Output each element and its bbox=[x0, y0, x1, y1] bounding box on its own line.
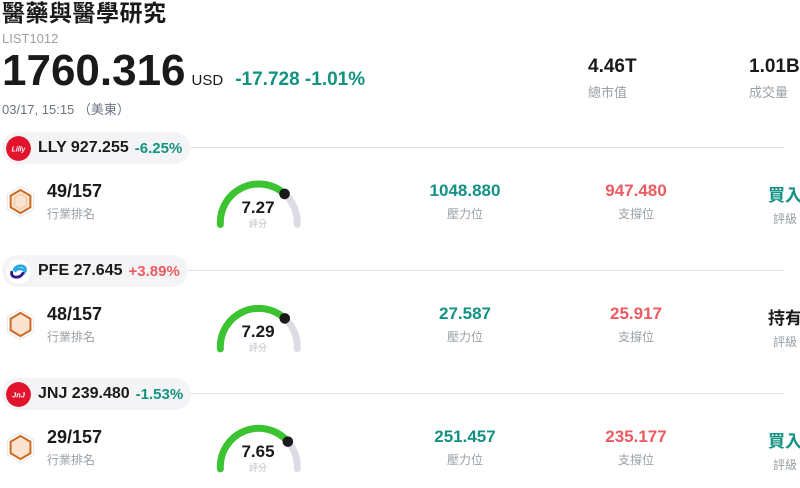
svg-text:Lilly: Lilly bbox=[12, 146, 27, 153]
svg-text:JnJ: JnJ bbox=[12, 390, 26, 399]
